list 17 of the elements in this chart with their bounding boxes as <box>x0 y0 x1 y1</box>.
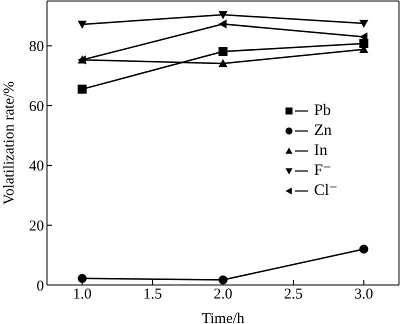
x-tick-label: 3.0 <box>354 286 374 303</box>
y-axis-title: Volatilization rate/% <box>2 81 18 205</box>
x-tick-label: 2.0 <box>214 286 232 303</box>
y-tick-label: 80 <box>29 39 44 56</box>
x-axis-title: Time/h <box>202 311 245 324</box>
y-tick-label: 20 <box>29 218 44 235</box>
legend-label: In <box>314 141 328 161</box>
legend-label: F⁻ <box>314 161 332 181</box>
x-tick-label: 2.5 <box>284 286 303 303</box>
legend-label: Pb <box>314 101 331 121</box>
legend-label: Zn <box>314 121 332 141</box>
x-tick-label: 1.5 <box>143 286 162 303</box>
x-tick-label: 1.0 <box>72 286 92 303</box>
y-tick-label: 60 <box>29 98 44 115</box>
y-tick-label: 40 <box>29 158 44 175</box>
y-tick-label: 0 <box>36 278 44 294</box>
legend-label: Cl⁻ <box>314 181 338 201</box>
